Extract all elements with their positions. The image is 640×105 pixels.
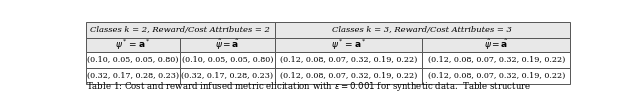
Text: (0.32, 0.17, 0.28, 0.23): (0.32, 0.17, 0.28, 0.23): [182, 72, 274, 80]
Text: Classes k = 3, Reward/Cost Attributes = 3: Classes k = 3, Reward/Cost Attributes = …: [332, 26, 513, 34]
Bar: [180, 68, 275, 84]
Bar: [180, 38, 275, 52]
Text: $\hat{\psi} = \hat{\mathbf{a}}$: $\hat{\psi} = \hat{\mathbf{a}}$: [216, 38, 240, 52]
Text: Table 1: Cost and reward infused metric elicitation with $\epsilon = 0.001$ for : Table 1: Cost and reward infused metric …: [86, 80, 531, 93]
Bar: [275, 22, 570, 38]
Bar: [86, 52, 180, 68]
Bar: [275, 68, 422, 84]
Bar: [86, 22, 275, 38]
Text: $\hat{\psi} = \hat{\mathbf{a}}$: $\hat{\psi} = \hat{\mathbf{a}}$: [484, 38, 508, 52]
Bar: [422, 68, 570, 84]
Text: (0.12, 0.08, 0.07, 0.32, 0.19, 0.22): (0.12, 0.08, 0.07, 0.32, 0.19, 0.22): [428, 72, 565, 80]
Text: (0.10, 0.05, 0.05, 0.80): (0.10, 0.05, 0.05, 0.80): [182, 56, 273, 64]
Text: (0.12, 0.08, 0.07, 0.32, 0.19, 0.22): (0.12, 0.08, 0.07, 0.32, 0.19, 0.22): [280, 56, 417, 64]
Bar: [422, 38, 570, 52]
Text: (0.12, 0.08, 0.07, 0.32, 0.19, 0.22): (0.12, 0.08, 0.07, 0.32, 0.19, 0.22): [428, 56, 565, 64]
Bar: [86, 38, 180, 52]
Text: $\psi^* = \mathbf{a}^*$: $\psi^* = \mathbf{a}^*$: [331, 38, 366, 52]
Text: $\psi^* = \mathbf{a}^*$: $\psi^* = \mathbf{a}^*$: [115, 38, 151, 52]
Text: Classes k = 2, Reward/Cost Attributes = 2: Classes k = 2, Reward/Cost Attributes = …: [90, 26, 270, 34]
Bar: [86, 68, 180, 84]
Text: (0.32, 0.17, 0.28, 0.23): (0.32, 0.17, 0.28, 0.23): [87, 72, 179, 80]
Bar: [275, 38, 422, 52]
Text: (0.12, 0.08, 0.07, 0.32, 0.19, 0.22): (0.12, 0.08, 0.07, 0.32, 0.19, 0.22): [280, 72, 417, 80]
Bar: [422, 52, 570, 68]
Text: (0.10, 0.05, 0.05, 0.80): (0.10, 0.05, 0.05, 0.80): [88, 56, 179, 64]
Bar: [275, 52, 422, 68]
Bar: [180, 52, 275, 68]
